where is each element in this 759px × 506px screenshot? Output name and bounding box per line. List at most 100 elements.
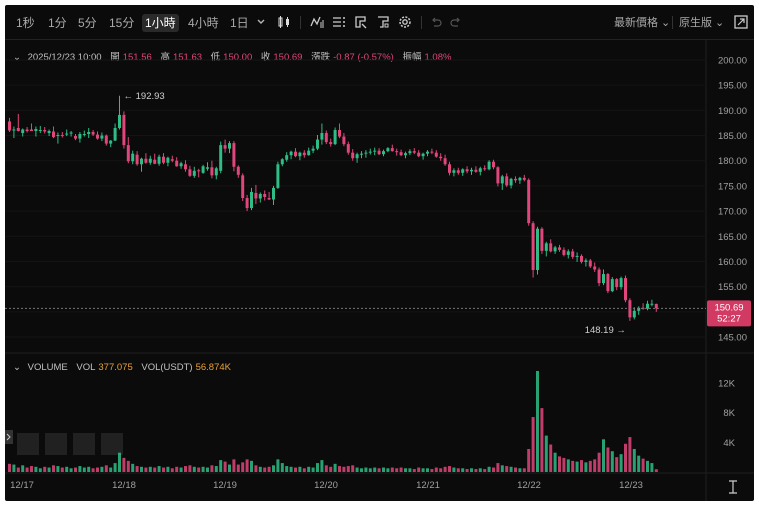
candle-body[interactable] [263,193,267,197]
candle-body[interactable] [492,161,495,168]
candle-body[interactable] [113,127,117,141]
candlestick-chart[interactable]: 200.00 195.00 190.00 185.00 180.00 175.00 170.… [5,5,754,501]
candle-body[interactable] [562,249,566,255]
candle-body[interactable] [232,143,236,167]
candle-body[interactable] [228,143,231,149]
candle-body[interactable] [126,145,130,162]
candle-body[interactable] [69,132,73,134]
candle-body[interactable] [91,132,95,135]
gear-icon[interactable] [397,14,413,30]
measure-tool-icon[interactable] [729,480,737,494]
candle-body[interactable] [448,164,451,173]
candle-body[interactable] [544,243,548,251]
candle-body[interactable] [641,307,645,309]
candle-body[interactable] [553,247,557,252]
candle-body[interactable] [16,127,20,132]
candle-body[interactable] [421,153,425,157]
candle-body[interactable] [382,151,385,155]
candle-body[interactable] [588,260,592,267]
candle-body[interactable] [355,154,359,159]
redo-icon[interactable] [448,14,464,30]
candle-body[interactable] [65,133,69,135]
candle-body[interactable] [496,167,500,184]
candle-body[interactable] [52,131,55,138]
indicators-icon[interactable] [309,14,325,30]
candle-body[interactable] [188,169,192,176]
candle-body[interactable] [219,145,223,171]
fullscreen-icon[interactable] [734,15,750,31]
candle-body[interactable] [558,247,561,250]
candle-body[interactable] [30,129,33,132]
view-mode-select[interactable]: 原生版 ⌄ [679,14,724,30]
candle-body[interactable] [333,130,337,145]
candle-body[interactable] [192,170,196,176]
candle-body[interactable] [584,260,588,262]
candle-body[interactable] [439,156,443,159]
candle-body[interactable] [632,310,636,318]
candle-body[interactable] [307,150,311,156]
candle-body[interactable] [298,152,302,157]
candle-body[interactable] [566,251,570,255]
candle-body[interactable] [241,175,245,198]
candle-body[interactable] [434,152,438,157]
candle-body[interactable] [272,187,275,200]
candle-body[interactable] [606,274,610,292]
collapse-chevron-icon[interactable]: ⌄ [13,362,21,373]
candle-body[interactable] [628,300,632,318]
candle-body[interactable] [162,156,165,163]
candle-body[interactable] [417,152,421,157]
candle-body[interactable] [285,155,289,160]
candle-body[interactable] [82,134,86,136]
timeframe-4h[interactable]: 4小時 [188,16,219,30]
candle-body[interactable] [166,157,170,163]
candle-body[interactable] [377,150,381,155]
candle-body[interactable] [175,160,179,167]
undo-icon[interactable] [428,14,444,30]
candle-body[interactable] [118,114,121,128]
chevron-down-icon[interactable] [256,14,266,30]
candle-body[interactable] [487,161,491,170]
candle-body[interactable] [179,163,183,167]
candle-body[interactable] [338,130,341,137]
candle-body[interactable] [360,153,363,155]
candle-body[interactable] [615,279,619,288]
candle-body[interactable] [289,151,293,156]
candle-body[interactable] [404,153,407,156]
candle-body[interactable] [426,151,429,154]
candle-body[interactable] [465,169,469,172]
settings-list-icon[interactable] [331,14,347,30]
candle-body[interactable] [456,170,460,173]
candle-body[interactable] [135,154,139,165]
candle-body[interactable] [131,153,135,162]
candle-body[interactable] [122,114,126,146]
candle-body[interactable] [280,159,284,165]
candle-body[interactable] [399,152,403,156]
candle-body[interactable] [148,158,152,163]
candle-body[interactable] [646,303,649,309]
timeframe-1s[interactable]: 1秒 [16,16,35,30]
drawing-tools-icon[interactable] [353,14,369,30]
candle-body[interactable] [302,152,306,156]
candle-body[interactable] [373,150,377,152]
candle-body[interactable] [531,223,535,271]
candle-body[interactable] [483,168,487,170]
candle-body[interactable] [430,151,434,153]
candle-body[interactable] [580,255,583,262]
candle-body[interactable] [478,168,482,172]
candle-body[interactable] [316,139,319,149]
timeframe-1m[interactable]: 1分 [48,16,67,30]
candle-body[interactable] [386,148,390,152]
candle-body[interactable] [650,303,654,305]
candle-body[interactable] [294,151,297,157]
candle-body[interactable] [140,158,143,165]
expand-sidebar-icon[interactable] [5,430,13,444]
candle-body[interactable] [474,169,478,172]
candle-body[interactable] [56,135,60,137]
candle-body[interactable] [104,135,108,144]
candle-body[interactable] [452,170,456,173]
candle-body[interactable] [575,255,579,257]
candle-body[interactable] [267,197,271,200]
candle-body[interactable] [593,266,597,270]
candle-body[interactable] [324,133,328,143]
candle-type-icon[interactable] [276,14,292,30]
